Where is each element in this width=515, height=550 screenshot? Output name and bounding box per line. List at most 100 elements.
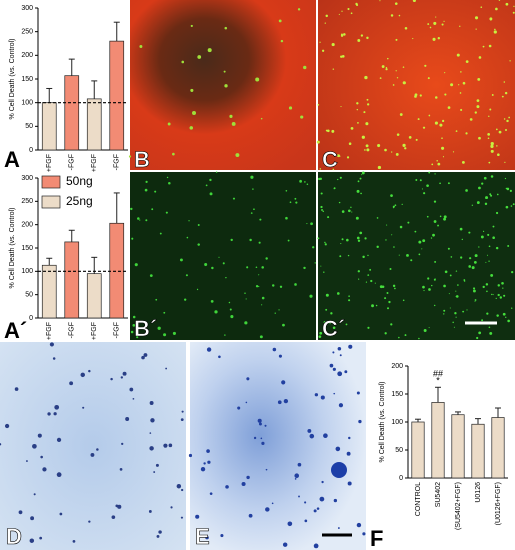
cell-dot	[476, 105, 480, 109]
cell-dot	[489, 108, 492, 111]
cell-dot	[149, 274, 153, 277]
cell-dot	[167, 122, 171, 126]
cell-dot	[163, 311, 166, 314]
cell-dot	[422, 239, 426, 243]
image-c	[318, 0, 515, 170]
cell-dot	[340, 33, 343, 36]
cell-dot	[340, 242, 342, 245]
cell-dot	[218, 256, 220, 258]
cell-dot	[379, 77, 382, 79]
cell-dot	[443, 217, 447, 221]
cell-dot	[145, 219, 148, 222]
y-tick-label: 200	[21, 52, 33, 59]
cell-dot	[294, 473, 300, 479]
cell-dot	[348, 299, 351, 302]
bar	[64, 241, 80, 319]
cell-dot	[297, 8, 301, 11]
cell-dot	[424, 64, 427, 67]
cell-dot	[180, 418, 184, 422]
panel-label: A	[4, 147, 20, 172]
cell-dot	[207, 460, 211, 464]
cell-dot	[362, 532, 366, 536]
y-tick-label: 250	[21, 198, 33, 205]
cell-dot	[381, 65, 385, 68]
cell-dot	[384, 297, 387, 300]
cell-dot	[390, 194, 393, 197]
cell-dot	[434, 121, 438, 125]
cell-dot	[111, 515, 116, 519]
cell-dot	[33, 493, 36, 496]
cell-dot	[356, 108, 359, 111]
cell-dot	[366, 36, 369, 40]
cell-dot	[367, 274, 370, 276]
cell-dot	[357, 180, 360, 183]
bar	[64, 75, 80, 151]
cell-dot	[303, 266, 306, 270]
cell-dot	[394, 204, 397, 207]
cell-dot	[483, 176, 487, 180]
cell-dot	[321, 208, 323, 211]
x-tick-label: +FGF	[46, 154, 53, 172]
cell-dot	[348, 209, 351, 213]
cell-dot	[421, 248, 423, 250]
cell-dot	[448, 293, 450, 295]
cell-dot	[209, 178, 212, 182]
cell-dot	[426, 184, 429, 188]
cell-dot	[511, 307, 513, 309]
cell-dot	[32, 443, 37, 449]
cell-dot	[505, 2, 509, 6]
cell-dot	[214, 310, 218, 314]
cell-dot	[459, 92, 462, 94]
panel-label: E	[195, 524, 210, 549]
cell-dot	[385, 67, 388, 69]
cell-dot	[0, 443, 2, 446]
cell-dot	[463, 279, 466, 281]
cell-dot	[299, 179, 302, 183]
cell-dot	[110, 377, 113, 381]
bar	[41, 264, 57, 319]
cell-dot	[143, 353, 148, 357]
bar	[411, 421, 425, 479]
cell-dot	[461, 238, 463, 241]
cell-dot	[488, 161, 491, 164]
cell-dot	[474, 300, 476, 302]
cell-dot	[384, 148, 387, 152]
cell-dot	[337, 178, 339, 181]
panel-label: C	[322, 147, 338, 172]
cell-dot	[309, 294, 313, 298]
cell-dot	[436, 160, 438, 162]
cell-dot	[338, 403, 344, 408]
cell-dot	[468, 231, 471, 234]
cell-dot	[260, 117, 263, 120]
cell-dot	[394, 287, 396, 290]
cell-dot	[422, 126, 426, 129]
cell-dot	[30, 516, 35, 521]
cell-dot	[447, 182, 450, 185]
cell-dot	[346, 451, 351, 456]
cell-dot	[390, 323, 393, 326]
cell-dot	[332, 351, 335, 354]
cell-dot	[282, 323, 285, 327]
cell-dot	[229, 308, 232, 311]
bar	[109, 222, 125, 319]
cell-dot	[507, 319, 510, 323]
cell-dot	[335, 446, 341, 452]
cell-dot	[496, 314, 499, 317]
cell-dot	[312, 246, 315, 249]
cell-dot	[393, 246, 395, 248]
cell-dot	[313, 543, 319, 549]
cell-dot	[272, 347, 277, 352]
cell-dot	[488, 245, 491, 248]
cell-dot	[360, 34, 364, 37]
cell-dot	[487, 137, 490, 140]
cell-dot	[455, 295, 459, 298]
cell-dot	[132, 315, 136, 319]
cell-dot	[437, 162, 441, 166]
cell-dot	[96, 448, 99, 451]
cell-dot	[444, 93, 447, 96]
cell-dot	[172, 331, 176, 335]
cell-dot	[366, 148, 370, 152]
cell-dot	[447, 247, 450, 250]
cell-dot	[507, 244, 510, 247]
cell-dot	[406, 253, 409, 257]
